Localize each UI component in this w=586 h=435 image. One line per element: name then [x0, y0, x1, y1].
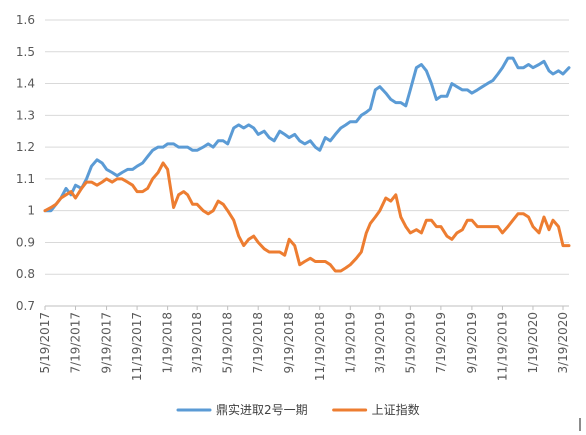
y-tick-label: 1 — [27, 204, 35, 218]
x-tick-label: 7/19/2018 — [251, 312, 265, 374]
x-tick-label: 11/19/2017 — [130, 312, 144, 381]
y-tick-label: 0.9 — [16, 235, 35, 249]
x-tick-label: 1/19/2019 — [343, 312, 357, 374]
x-tick-label: 1/19/2018 — [161, 312, 175, 374]
y-tick-label: 0.8 — [16, 267, 35, 281]
series-line-1 — [43, 56, 571, 213]
x-tick-label: 11/19/2018 — [313, 312, 327, 381]
y-tick-label: 1.6 — [16, 13, 35, 27]
x-tick-label: 7/19/2019 — [434, 312, 448, 374]
x-axis-tick-labels: 5/19/2017 7/19/2017 9/19/2017 11/19/2017 1/1… — [38, 312, 570, 381]
x-tick-label: 11/19/2019 — [495, 312, 509, 381]
x-tick-label: 3/19/2018 — [190, 312, 204, 374]
x-tick-label: 5/19/2017 — [38, 312, 52, 374]
legend-label-1: 鼎实进取2号一期 — [216, 402, 308, 417]
x-tick-label: 5/19/2018 — [221, 312, 235, 374]
gridlines — [45, 19, 569, 307]
x-tick-label: 3/19/2020 — [556, 312, 570, 374]
y-tick-label: 1.1 — [16, 172, 35, 186]
x-tick-label: 9/19/2018 — [282, 312, 296, 374]
y-tick-label: 1.5 — [16, 45, 35, 59]
x-axis — [44, 305, 569, 310]
x-tick-label: 5/19/2019 — [403, 312, 417, 374]
x-tick-label: 9/19/2019 — [465, 312, 479, 374]
series-line-2 — [43, 161, 571, 273]
y-tick-label: 1.3 — [16, 108, 35, 122]
y-axis-tick-labels: 0.7 0.8 0.9 1 1.1 1.2 1.3 1.4 1.5 1.6 — [16, 13, 35, 313]
y-tick-label: 1.4 — [16, 77, 35, 91]
legend: 鼎实进取2号一期 上证指数 — [176, 402, 420, 417]
y-tick-label: 0.7 — [16, 299, 35, 313]
x-tick-label: 3/19/2019 — [373, 312, 387, 374]
y-tick-label: 1.2 — [16, 140, 35, 154]
series-lines — [43, 56, 571, 273]
x-tick-label: 1/19/2020 — [526, 312, 540, 374]
x-tick-label: 9/19/2017 — [100, 312, 114, 374]
legend-label-2: 上证指数 — [372, 402, 420, 417]
x-tick-label: 7/19/2017 — [69, 312, 83, 374]
